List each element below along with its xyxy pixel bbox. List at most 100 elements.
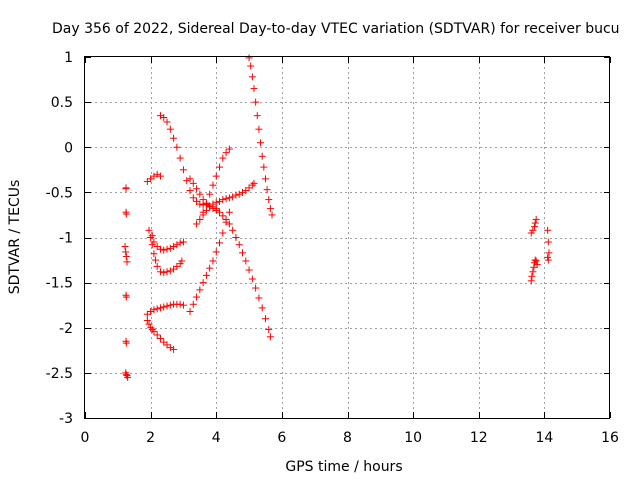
data-point bbox=[170, 134, 178, 142]
plot-frame bbox=[84, 56, 610, 419]
data-point bbox=[148, 241, 156, 249]
data-point bbox=[196, 215, 204, 223]
data-point bbox=[160, 269, 168, 277]
y-tick-label: -3 bbox=[59, 411, 73, 427]
data-point bbox=[122, 339, 130, 347]
data-point bbox=[166, 344, 174, 352]
scatter-points bbox=[121, 54, 553, 381]
data-point bbox=[261, 315, 269, 323]
data-point bbox=[544, 238, 552, 246]
data-point bbox=[170, 243, 178, 251]
data-point bbox=[156, 304, 164, 312]
data-point bbox=[531, 256, 539, 264]
y-tick-label: -1.5 bbox=[46, 276, 73, 292]
data-point bbox=[229, 226, 237, 234]
data-point bbox=[247, 62, 255, 70]
data-point bbox=[122, 248, 130, 256]
data-point bbox=[529, 226, 537, 234]
x-tick-label: 0 bbox=[81, 430, 90, 446]
data-point bbox=[202, 271, 210, 279]
data-point bbox=[145, 226, 153, 234]
data-point bbox=[163, 245, 171, 253]
data-point bbox=[153, 305, 161, 313]
data-point bbox=[544, 256, 552, 264]
data-point bbox=[248, 181, 256, 189]
data-point bbox=[531, 219, 539, 227]
data-point bbox=[242, 257, 250, 265]
data-point bbox=[122, 210, 130, 218]
data-point bbox=[245, 54, 253, 62]
data-point bbox=[160, 303, 168, 311]
data-point bbox=[239, 188, 246, 196]
data-point bbox=[225, 220, 233, 228]
data-point bbox=[199, 196, 207, 204]
x-tick-label: 8 bbox=[343, 430, 352, 446]
data-point bbox=[150, 250, 158, 258]
x-tick-label: 10 bbox=[404, 430, 422, 446]
data-point bbox=[160, 113, 168, 121]
y-tick-label: -1 bbox=[59, 231, 73, 247]
data-point bbox=[176, 154, 184, 162]
data-point bbox=[176, 239, 184, 247]
data-point bbox=[186, 308, 194, 316]
data-point bbox=[532, 257, 540, 265]
data-point bbox=[179, 166, 187, 174]
y-tick-labels: -3 -2.5 -2 -1.5 -1 -0.5 0 0.5 1 bbox=[46, 50, 73, 427]
grid-lines bbox=[85, 57, 610, 418]
data-point bbox=[235, 190, 243, 198]
data-point bbox=[147, 308, 155, 316]
data-point bbox=[219, 154, 227, 162]
data-point bbox=[222, 195, 230, 203]
data-point bbox=[122, 293, 130, 301]
data-point bbox=[544, 226, 552, 234]
data-point bbox=[225, 194, 233, 202]
data-point bbox=[253, 112, 261, 120]
data-point bbox=[258, 304, 266, 312]
data-point bbox=[189, 179, 197, 187]
data-point bbox=[266, 205, 274, 213]
data-point bbox=[232, 234, 240, 241]
data-point bbox=[176, 300, 184, 308]
data-point bbox=[179, 301, 187, 309]
data-point bbox=[261, 175, 269, 183]
data-point bbox=[166, 267, 174, 275]
data-point bbox=[248, 275, 256, 283]
data-point bbox=[235, 241, 243, 249]
data-point bbox=[186, 187, 194, 195]
data-point bbox=[222, 218, 230, 226]
data-point bbox=[265, 326, 273, 334]
data-point bbox=[212, 206, 220, 214]
data-point bbox=[219, 196, 227, 204]
data-point bbox=[225, 145, 233, 153]
data-point bbox=[260, 163, 268, 171]
data-point bbox=[202, 199, 210, 207]
data-point bbox=[121, 243, 129, 251]
data-point bbox=[209, 181, 217, 189]
data-point bbox=[250, 179, 258, 187]
data-point bbox=[219, 212, 227, 220]
data-point bbox=[145, 320, 153, 328]
data-point bbox=[248, 73, 256, 81]
data-point bbox=[528, 272, 536, 280]
data-point bbox=[156, 172, 164, 180]
chart-title: Day 356 of 2022, Sidereal Day-to-day VTE… bbox=[52, 21, 620, 37]
data-point bbox=[163, 302, 171, 310]
data-point bbox=[212, 198, 220, 206]
data-point bbox=[532, 215, 540, 223]
data-point bbox=[263, 186, 271, 194]
data-point bbox=[148, 326, 156, 334]
data-point bbox=[163, 118, 171, 126]
data-point bbox=[173, 143, 181, 151]
y-axis-label: SDTVAR / TECUs bbox=[7, 180, 23, 295]
data-point bbox=[186, 175, 194, 183]
data-point bbox=[123, 372, 131, 380]
y-tick-label: 0.5 bbox=[51, 95, 73, 111]
y-tick-label: -2.5 bbox=[46, 366, 73, 382]
data-point bbox=[206, 264, 214, 272]
y-tick-label: 0 bbox=[64, 140, 73, 156]
x-tick-labels: 0 2 4 6 8 10 12 14 16 bbox=[81, 430, 619, 446]
data-point bbox=[229, 193, 237, 201]
y-tick-label: -2 bbox=[59, 321, 73, 337]
data-point bbox=[216, 208, 224, 216]
